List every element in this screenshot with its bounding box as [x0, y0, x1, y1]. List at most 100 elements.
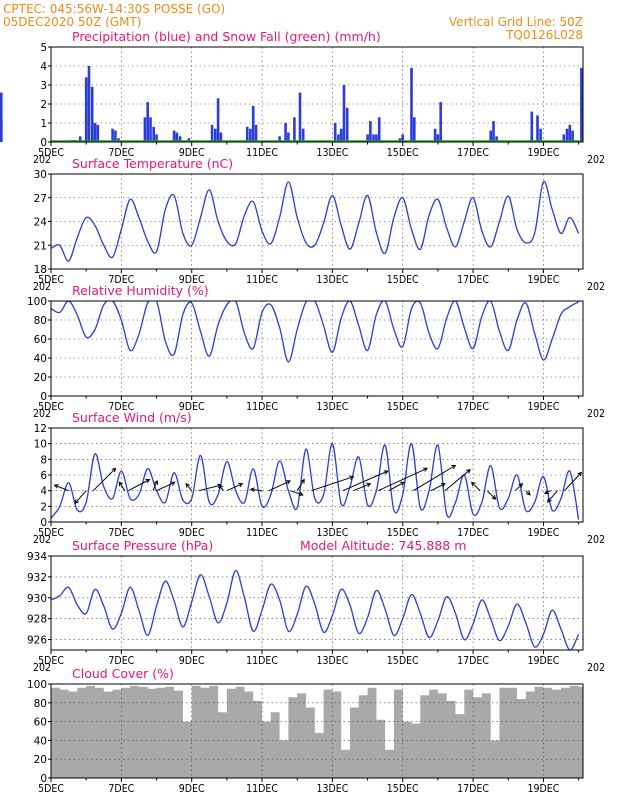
temperature-panel: Surface Temperature (nC) 18 21 24 27 30 5DEC 7D…	[33, 156, 605, 293]
precip-bar	[287, 132, 290, 142]
wind-vector	[486, 490, 496, 500]
humidity-panel: Relative Humidity (%) 0 20 40 60 80 100 5DEC 7DE…	[27, 283, 605, 420]
precip-bar	[489, 130, 492, 142]
precip-bar	[301, 128, 305, 142]
panel-title: Relative Humidity (%)	[72, 283, 209, 298]
wind-arrowhead	[111, 467, 117, 473]
precip-bar	[249, 128, 252, 142]
y-tick-label: 926	[27, 635, 47, 647]
y-tick-label: 0	[40, 137, 47, 149]
precip-bar	[146, 102, 149, 142]
wind-arrowhead	[518, 482, 524, 488]
x-year-stub: 202	[587, 662, 605, 674]
x-tick-label: 17DEC	[457, 527, 489, 539]
pressure-panel: Surface Pressure (hPa) Model Altitude: 74…	[27, 538, 605, 674]
wind-vector	[218, 484, 224, 492]
wind-vector	[152, 480, 158, 491]
x-tick-label: 15DEC	[387, 401, 419, 413]
x-year-stub: 202	[587, 281, 605, 293]
x-tick-label: 15DEC	[387, 783, 419, 795]
x-tick-label: 15DEC	[387, 655, 419, 667]
precip-bar	[0, 92, 3, 142]
precip-bar	[178, 136, 182, 142]
y-tick-label: 20	[34, 754, 47, 766]
y-tick-label: 100	[27, 679, 47, 691]
precip-bar	[345, 107, 349, 142]
x-tick-label: 7DEC	[108, 147, 134, 159]
wind-vector	[430, 483, 446, 492]
precip-bar	[342, 85, 346, 142]
precip-bar	[254, 124, 258, 142]
wind-vector	[54, 484, 69, 492]
x-tick-label: 13DEC	[316, 527, 348, 539]
x-tick-label: 11DEC	[246, 655, 278, 667]
wind-arrowhead	[74, 499, 79, 505]
y-tick-label: 40	[34, 735, 47, 747]
wind-arrowhead	[153, 479, 159, 485]
precip-bar	[293, 117, 296, 142]
wind-vector	[74, 490, 87, 504]
precip-bar	[369, 121, 372, 142]
y-tick-label: 932	[27, 572, 47, 584]
wind-arrowhead	[440, 483, 446, 488]
wind-vector	[444, 469, 471, 492]
series-line	[51, 569, 580, 650]
panel-frame	[50, 427, 584, 523]
precip-bar	[562, 134, 566, 142]
precip-bar	[580, 67, 583, 142]
precip-bar	[568, 124, 572, 142]
wind-arrowhead	[366, 482, 372, 488]
x-tick-label: 7DEC	[108, 655, 134, 667]
precip-bar	[143, 117, 147, 142]
x-year-stub: 202	[33, 408, 51, 420]
x-tick-label: 7DEC	[108, 783, 134, 795]
panel-frame	[50, 173, 584, 270]
precip-bar	[492, 121, 495, 142]
wind-vector	[296, 479, 305, 491]
x-tick-label: 19DEC	[528, 655, 560, 667]
x-tick-label: 5DEC	[38, 783, 64, 795]
precip-bar	[436, 134, 440, 142]
y-tick-label: 1	[40, 118, 47, 130]
wind-arrowhead	[238, 482, 244, 488]
precip-bar	[372, 134, 375, 142]
precip-bar	[90, 86, 94, 142]
model-altitude-label: Model Altitude: 745.888 m	[300, 538, 466, 553]
y-tick-label: 60	[34, 717, 47, 729]
wind-vector	[185, 483, 193, 492]
precip-bar	[172, 130, 176, 142]
x-tick-label: 15DEC	[387, 527, 419, 539]
x-tick-label: 9DEC	[179, 527, 205, 539]
precipitation-panel: Precipitation (blue) and Snow Fall (gree…	[0, 29, 605, 166]
x-tick-label: 19DEC	[528, 401, 560, 413]
x-tick-label: 17DEC	[457, 401, 489, 413]
precip-bar	[339, 128, 343, 142]
cloud-cover-panel: Cloud Cover (%) 0 20 40 60 80 100 5DEC 7DEC 9DEC 1…	[27, 666, 584, 795]
wind-arrowhead	[383, 470, 389, 475]
wind-arrowhead	[470, 481, 476, 487]
header-run-time: 05DEC2020 50Z (GMT)	[3, 15, 141, 29]
y-tick-label: 24	[34, 217, 48, 229]
panel-frame	[50, 46, 584, 143]
wind-arrowhead	[170, 481, 176, 486]
y-tick-label: 934	[27, 551, 47, 563]
series-line	[51, 180, 580, 262]
x-year-stub: 202	[33, 534, 51, 546]
wind-arrowhead	[526, 490, 531, 496]
x-tick-label: 17DEC	[457, 147, 489, 159]
y-tick-label: 0	[40, 517, 47, 529]
x-tick-label: 9DEC	[179, 147, 205, 159]
wind-arrowhead	[543, 489, 549, 495]
y-tick-label: 30	[34, 169, 47, 181]
x-tick-label: 9DEC	[179, 274, 205, 286]
y-tick-label: 6	[40, 470, 47, 482]
x-tick-label: 19DEC	[528, 147, 560, 159]
wind-vector	[342, 470, 388, 492]
wind-arrowhead	[286, 480, 292, 485]
x-tick-label: 15DEC	[387, 274, 419, 286]
x-tick-label: 5DEC	[38, 401, 64, 413]
wind-vector	[471, 481, 481, 492]
y-tick-label: 40	[34, 353, 47, 365]
x-year-stub: 202	[33, 662, 51, 674]
precip-bar	[219, 132, 223, 142]
